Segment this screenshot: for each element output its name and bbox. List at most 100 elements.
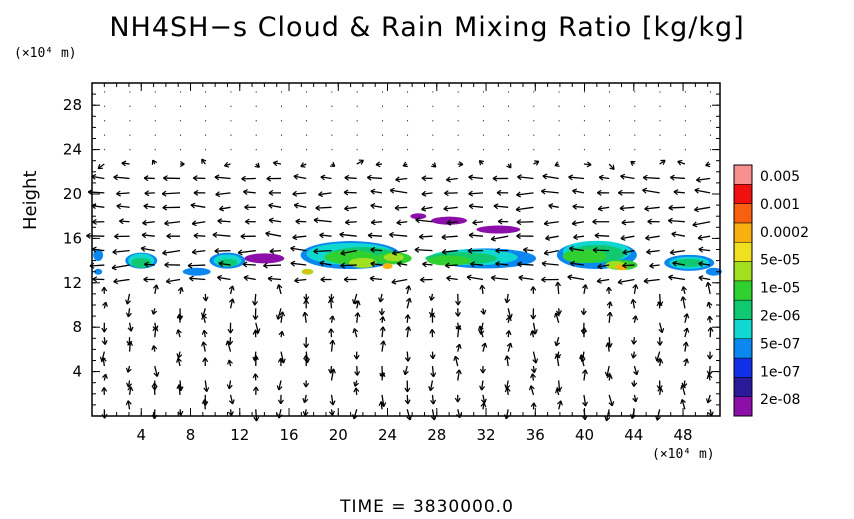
wind-vector-head	[215, 194, 221, 198]
wind-vector-head	[581, 358, 586, 363]
wind-vector-head	[431, 165, 436, 168]
wind-vector-head	[276, 385, 280, 391]
wind-vector	[406, 285, 410, 295]
wind-vector	[319, 234, 332, 237]
wind-vector-head	[554, 164, 560, 167]
wind-vector-head	[642, 174, 648, 179]
wind-vector-head	[596, 280, 602, 284]
wind-vector	[593, 249, 610, 252]
wind-vector	[431, 351, 434, 359]
wind-vector	[353, 293, 358, 304]
wind-vector-head	[116, 205, 121, 210]
wind-vector	[446, 277, 458, 281]
wind-vector-head	[543, 249, 549, 254]
wind-vector-head	[114, 235, 119, 240]
wind-vector-head	[621, 222, 627, 226]
wind-vector-head	[617, 192, 623, 196]
wind-vector	[404, 365, 408, 375]
wind-vector-head	[620, 234, 625, 240]
wind-vector-head	[582, 402, 587, 407]
wind-vector-head	[579, 354, 582, 360]
wind-vector-head	[237, 249, 243, 254]
wind-vector	[381, 394, 385, 407]
wind-vector-head	[227, 340, 231, 346]
colorbar-swatch	[733, 357, 753, 378]
wind-vector-head	[681, 399, 686, 404]
wind-vector	[371, 221, 383, 224]
colorbar-swatch	[733, 203, 753, 224]
wind-vector	[421, 206, 433, 211]
wind-vector	[441, 235, 458, 239]
wind-vector-head	[229, 328, 234, 334]
wind-vector-head	[622, 262, 627, 267]
cloud-cell	[182, 267, 211, 276]
wind-vector-head	[367, 232, 373, 236]
colorbar-label: 0.001	[760, 197, 800, 213]
wind-vector	[597, 278, 610, 283]
wind-vector-head	[633, 340, 638, 345]
wind-vector-head	[707, 327, 712, 332]
wind-vector-head	[656, 357, 661, 362]
wind-vector-head	[164, 220, 169, 225]
wind-vector-head	[548, 203, 554, 206]
wind-vector-head	[116, 193, 121, 197]
wind-vector-head	[532, 373, 536, 378]
cloud-cell	[217, 258, 238, 267]
wind-vector-head	[162, 249, 167, 254]
wind-vector-head	[293, 175, 298, 180]
wind-vector-head	[506, 314, 512, 319]
wind-vector	[277, 308, 282, 320]
wind-vector	[111, 264, 130, 269]
wind-vector-head	[103, 286, 108, 292]
wind-vector-head	[354, 300, 359, 305]
wind-vector	[659, 358, 662, 367]
wind-vector-head	[389, 187, 395, 191]
wind-vector-head	[153, 345, 158, 350]
wind-vector-head	[455, 325, 460, 331]
wind-vector-head	[632, 354, 637, 359]
wind-vector-head	[518, 274, 524, 278]
wind-vector-head	[570, 260, 575, 264]
wind-vector-head	[192, 175, 198, 179]
wind-vector-head	[468, 203, 474, 207]
wind-vector-head	[319, 260, 325, 264]
wind-vector-head	[698, 246, 704, 250]
wind-vector-head	[332, 161, 336, 167]
wind-vector-head	[305, 296, 310, 301]
cloud-upper-layer	[410, 213, 427, 220]
wind-vector-head	[389, 189, 395, 194]
wind-vector	[507, 308, 512, 319]
wind-vector-head	[572, 203, 578, 207]
wind-vector	[414, 248, 433, 252]
wind-vector	[457, 369, 461, 381]
wind-vector-head	[116, 203, 122, 207]
wind-vector-head	[192, 177, 198, 182]
wind-vector-head	[128, 340, 133, 346]
wind-vector-head	[672, 260, 678, 264]
wind-vector	[406, 297, 411, 309]
wind-vector	[517, 176, 534, 180]
wind-vector-head	[204, 401, 209, 406]
wind-vector-head	[558, 310, 562, 315]
time-label: TIME = 3830000.0	[340, 497, 514, 517]
wind-vector-head	[143, 203, 149, 207]
wind-vector-head	[379, 298, 384, 303]
wind-vector-head	[669, 176, 675, 181]
cloud-cell	[427, 255, 472, 266]
wind-vector	[278, 380, 282, 391]
wind-vector	[320, 176, 332, 180]
wind-vector-head	[344, 174, 350, 179]
wind-vector-head	[680, 296, 684, 302]
wind-vector-head	[645, 237, 651, 241]
wind-vector-head	[130, 386, 134, 392]
wind-vector-head	[225, 340, 229, 346]
wind-vector-head	[584, 369, 588, 375]
wind-vector-head	[505, 330, 510, 335]
wind-vector-head	[295, 220, 300, 225]
wind-vector-head	[215, 191, 220, 196]
wind-vector	[570, 262, 585, 266]
wind-vector-head	[381, 310, 385, 316]
wind-vector	[406, 351, 409, 362]
wind-vector	[608, 394, 613, 407]
wind-vector	[445, 264, 458, 267]
